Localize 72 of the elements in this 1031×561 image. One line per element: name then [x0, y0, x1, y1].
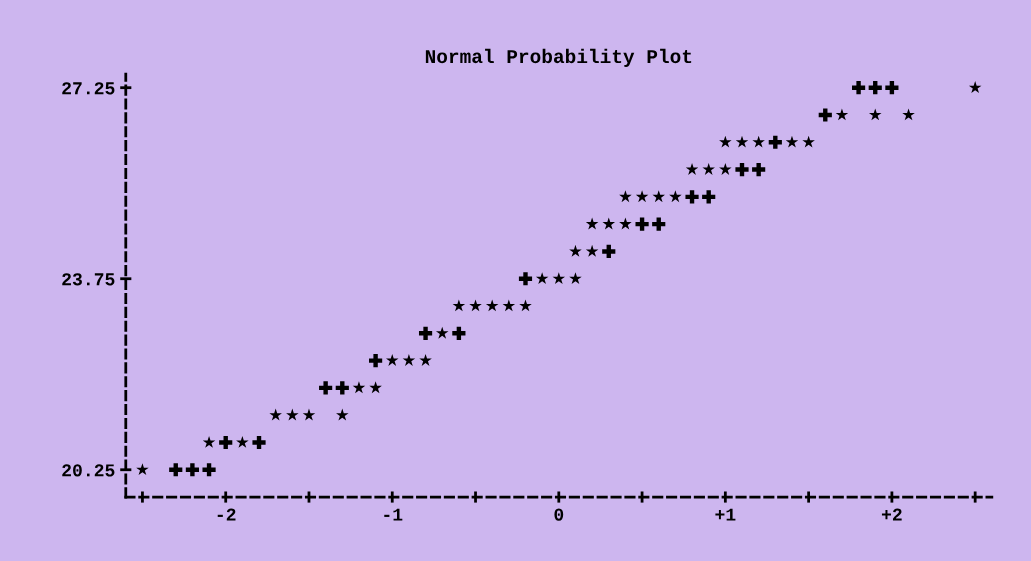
point — [552, 272, 566, 285]
point — [452, 299, 466, 312]
point — [385, 354, 399, 366]
point — [652, 190, 665, 203]
point — [185, 463, 199, 477]
point — [169, 463, 183, 477]
point — [136, 463, 149, 476]
point — [302, 408, 316, 421]
point — [685, 190, 699, 204]
point — [785, 135, 799, 148]
x-tick-label: -2 — [217, 508, 236, 521]
x-tick-label: +1 — [715, 508, 736, 521]
point — [485, 299, 499, 312]
point — [685, 162, 699, 175]
point — [885, 81, 899, 95]
point — [252, 435, 266, 450]
y-tick-label: 27.25 — [62, 82, 115, 95]
y-tick-label: 23.75 — [62, 273, 115, 286]
point — [968, 81, 982, 94]
point — [635, 190, 649, 203]
point — [735, 135, 749, 148]
x-tick-label: +2 — [881, 508, 902, 521]
point — [719, 135, 732, 148]
point — [635, 217, 649, 231]
point — [585, 244, 599, 257]
point — [669, 190, 682, 203]
point — [569, 272, 582, 285]
point — [868, 81, 882, 95]
point — [369, 354, 383, 368]
point — [602, 244, 616, 259]
point — [236, 435, 249, 448]
point — [868, 108, 882, 121]
point — [802, 135, 815, 148]
point — [418, 326, 433, 340]
point — [219, 435, 233, 450]
point — [519, 299, 532, 312]
point — [335, 381, 349, 395]
point — [702, 190, 716, 204]
point — [452, 326, 466, 340]
point — [652, 217, 666, 231]
point — [569, 244, 582, 257]
point — [902, 108, 915, 121]
point — [835, 108, 849, 121]
point — [735, 162, 749, 177]
point — [435, 326, 449, 339]
point — [402, 354, 416, 366]
point — [469, 299, 482, 312]
point — [852, 81, 866, 95]
point — [818, 108, 832, 122]
point — [619, 217, 632, 230]
point — [752, 162, 766, 177]
point — [602, 217, 616, 230]
point — [518, 272, 533, 286]
point — [619, 190, 632, 203]
y-tick-label: 20.25 — [62, 464, 115, 477]
point — [202, 435, 216, 448]
x-tick-label: -1 — [384, 508, 403, 521]
point — [369, 381, 382, 394]
point — [585, 217, 599, 230]
point — [535, 272, 549, 285]
x-tick-label: 0 — [554, 508, 564, 521]
point — [336, 408, 349, 421]
point — [269, 408, 282, 421]
point — [502, 299, 516, 312]
point — [752, 135, 765, 148]
chart-title: Normal Probability Plot — [425, 48, 692, 67]
point — [202, 463, 216, 477]
point — [286, 408, 299, 421]
point — [419, 354, 432, 366]
point — [319, 381, 333, 395]
point — [352, 381, 366, 394]
point — [768, 135, 782, 149]
